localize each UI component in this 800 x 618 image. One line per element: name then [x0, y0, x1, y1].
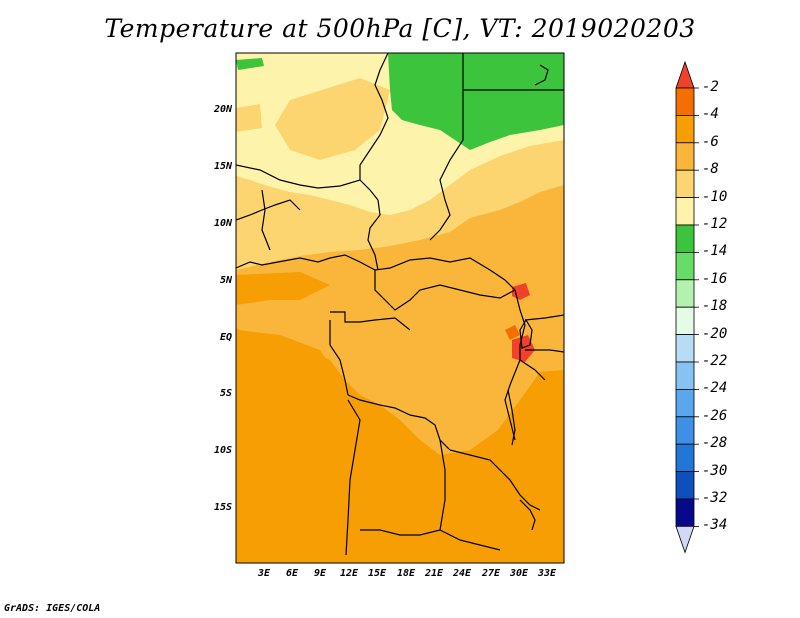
x-tick-label: 9E — [313, 568, 327, 579]
colorbar-swatch — [675, 498, 695, 527]
colorbar-swatch — [675, 334, 695, 363]
map-frame — [235, 52, 565, 564]
y-tick-label: 15N — [213, 161, 232, 172]
field-red-spot — [505, 325, 520, 340]
lake-tanganyika — [507, 389, 516, 446]
map-title: Temperature at 500hPa [C], VT: 201902020… — [104, 14, 696, 43]
x-tick-label: 3E — [257, 568, 271, 579]
field-green-small — [236, 58, 264, 70]
country-borders — [236, 53, 564, 556]
colorbar-swatch — [675, 115, 695, 144]
y-tick-label: 20N — [213, 104, 232, 115]
x-tick-label: 15E — [367, 568, 387, 579]
field-orange-dark-patch — [236, 272, 330, 305]
colorbar-label: -34 — [702, 517, 728, 534]
field-green — [388, 53, 564, 150]
temperature-field — [236, 53, 564, 563]
colorbar-bottom-arrow — [675, 526, 695, 554]
y-tick-label: EQ — [219, 332, 232, 343]
colorbar-label: -30 — [702, 462, 728, 479]
colorbar-label: -20 — [702, 325, 728, 342]
colorbar-label: -8 — [702, 161, 719, 178]
y-tick-label: 5N — [219, 275, 232, 286]
field-yellow-pocket — [236, 104, 262, 132]
colorbar-label: -2 — [702, 79, 719, 95]
colorbar-label: -14 — [702, 243, 728, 260]
lake-victoria — [519, 318, 533, 349]
colorbar-swatch — [675, 251, 695, 281]
colorbar-swatch — [675, 388, 695, 418]
colorbar-swatch — [675, 224, 695, 253]
lake-malawi — [519, 499, 536, 531]
field-yellow-pocket — [275, 78, 390, 160]
x-tick-label: 12E — [339, 568, 359, 579]
colorbar-label: -6 — [702, 133, 719, 150]
red-sea-coast — [534, 64, 549, 86]
colorbar-swatch — [675, 142, 695, 171]
colorbar-swatch — [675, 169, 695, 198]
colorbar-top-arrow — [675, 60, 695, 89]
x-tick-label: 27E — [481, 568, 501, 579]
x-tick-label: 24E — [452, 568, 472, 579]
x-tick-label: 30E — [509, 568, 529, 579]
lakes — [507, 64, 549, 531]
colorbar-swatch — [675, 197, 695, 226]
colorbar-swatch — [675, 471, 695, 500]
colorbar-label: -24 — [702, 380, 728, 397]
x-tick-label: 18E — [396, 568, 416, 579]
colorbar-label: -16 — [702, 270, 728, 287]
y-tick-label: 10S — [213, 445, 232, 456]
colorbar-label: -12 — [702, 216, 728, 232]
colorbar-swatch — [675, 361, 695, 390]
colorbar-label: -4 — [702, 106, 719, 123]
colorbar-label: -22 — [702, 353, 728, 369]
colorbar-label: -28 — [702, 435, 728, 452]
y-tick-label: 5S — [219, 388, 232, 399]
field-red-spot — [512, 335, 535, 362]
grads-credit: GrADS: IGES/COLA — [4, 603, 101, 614]
x-tick-label: 33E — [537, 568, 557, 579]
y-tick-label: 10N — [213, 218, 232, 229]
colorbar-swatch — [675, 87, 695, 116]
colorbar-swatch — [675, 416, 695, 445]
colorbar-label: -26 — [702, 407, 728, 424]
x-tick-label: 6E — [285, 568, 299, 579]
field-orange-dark-patch — [236, 330, 340, 430]
colorbar-swatch — [675, 443, 695, 473]
colorbar-label: -18 — [702, 298, 728, 315]
colorbar-swatch — [675, 306, 695, 336]
colorbar-label: -32 — [702, 490, 728, 506]
colorbar-label: -10 — [702, 188, 728, 205]
x-tick-label: 21E — [424, 568, 444, 579]
colorbar — [675, 60, 699, 554]
colorbar-swatch — [675, 279, 695, 308]
y-tick-label: 15S — [213, 502, 232, 513]
